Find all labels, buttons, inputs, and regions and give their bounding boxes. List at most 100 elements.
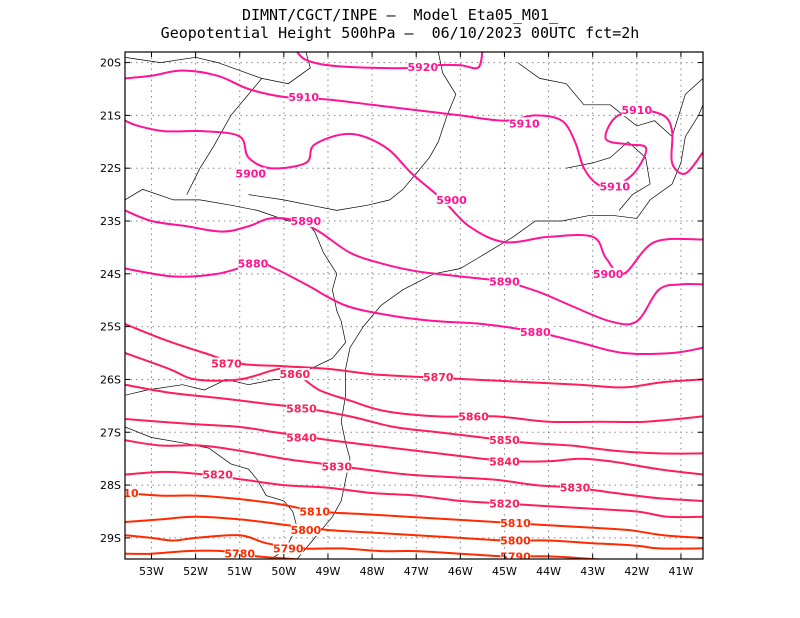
contour-label-bg [211, 357, 242, 370]
contour-label-bg [407, 60, 438, 73]
lon-tick-label: 48W [360, 565, 385, 578]
contour-label-bg [321, 460, 352, 473]
contour-line-5880 [125, 262, 703, 356]
lat-tick-label: 21S [100, 109, 121, 122]
lat-tick-label: 26S [100, 373, 121, 386]
contour-line-5860 [125, 352, 703, 424]
contour-label: 5840 [286, 432, 317, 445]
contour-line-5900 [125, 119, 703, 276]
lon-tick-label: 41W [669, 565, 694, 578]
contour-label-bg [621, 104, 652, 117]
lat-tick-label: 24S [100, 268, 121, 281]
contour-label-bg [500, 550, 531, 559]
contour-label-bg [290, 523, 321, 536]
lon-tick-label: 45W [492, 565, 517, 578]
lon-tick-label: 43W [580, 565, 605, 578]
map-title-line-2: Geopotential Height 500hPa – 06/10/2023 … [160, 24, 640, 42]
contour-label-bg [288, 90, 319, 103]
contour-label: 5850 [286, 402, 317, 415]
contour-label-bg [423, 370, 454, 383]
coastline-segment [125, 52, 311, 85]
contour-line-5830 [125, 439, 703, 502]
contour-label: 5900 [235, 167, 266, 180]
contour-label: 5830 [321, 461, 352, 474]
contour-label: 5850 [489, 434, 520, 447]
lat-tick-label: 22S [100, 162, 121, 175]
contour-label-bg [500, 534, 531, 547]
contour-label: 5820 [202, 469, 233, 482]
plot-frame [124, 51, 704, 560]
contour-label: 5910 [599, 181, 630, 194]
contour-label-bg [593, 267, 624, 280]
lat-tick-label: 25S [100, 321, 121, 334]
contour-label: 5880 [520, 326, 551, 339]
coastline-segment [186, 78, 263, 195]
contour-label: 5900 [593, 268, 624, 281]
lat-tick-label: 27S [100, 426, 121, 439]
contour-label-bg [235, 167, 266, 180]
lon-tick-label: 42W [624, 565, 649, 578]
contour-label: 5920 [408, 61, 439, 74]
contour-label-bg [224, 547, 255, 559]
contour-label-bg [290, 215, 321, 227]
contour-line-5780 [125, 549, 306, 559]
contour-label: 5790 [273, 542, 304, 555]
lon-tick-label: 49W [316, 565, 341, 578]
contour-label-bg [273, 542, 304, 555]
contour-label: 5800 [291, 524, 322, 537]
contour-label-bg [489, 275, 520, 288]
contour-line-5890 [125, 209, 703, 326]
contour-label: 5910 [622, 104, 653, 117]
contour-label-bg [560, 481, 591, 494]
contour-line-5790 [125, 534, 608, 559]
contour-label-bg [436, 193, 467, 206]
contour-label-bg [500, 517, 531, 530]
contour-label: 5820 [489, 498, 520, 511]
contour-label: 5890 [291, 215, 322, 228]
lon-tick-label: 47W [404, 565, 429, 578]
lon-tick-label: 53W [139, 565, 164, 578]
contour-lines-layer [125, 52, 703, 559]
contour-label: 5840 [489, 455, 520, 468]
contour-label: 5910 [288, 91, 319, 104]
coastline-segment [248, 52, 457, 211]
contour-line-5810 [125, 492, 703, 539]
contour-label: 5860 [458, 410, 489, 423]
contour-label-bg [125, 486, 139, 499]
contour-line-5850 [125, 383, 703, 455]
contour-label-bg [458, 410, 489, 423]
contour-labels-layer: 5920 5910 5910 5910 5910 5900 5900 5900 5890 5890… [116, 60, 653, 563]
lat-tick-label: 20S [100, 57, 121, 70]
contour-label-bg [599, 180, 630, 193]
contour-label: 5780 [224, 548, 255, 561]
contour-label-bg [299, 505, 330, 518]
contour-label-bg [489, 497, 520, 510]
lon-tick-label: 52W [183, 565, 208, 578]
contour-label: 5830 [560, 482, 591, 495]
lon-tick-label: 51W [227, 565, 252, 578]
contour-label-bg [237, 257, 268, 270]
contour-label: 5810 [299, 505, 330, 518]
contour-label-bg [520, 325, 551, 338]
contour-label: 5900 [436, 194, 467, 207]
contour-label: 810 [116, 487, 139, 500]
contour-line-5800 [125, 515, 703, 550]
coastline-segment [566, 141, 651, 211]
lat-tick-label: 23S [100, 215, 121, 228]
graticule [125, 52, 703, 559]
contour-label-bg [279, 368, 310, 381]
coastline-segment [477, 104, 703, 259]
lat-tick-label: 29S [100, 532, 121, 545]
lon-tick-label: 46W [448, 565, 473, 578]
contour-label: 5790 [500, 550, 531, 563]
contour-label: 5870 [211, 358, 242, 371]
coastline-segment [125, 188, 346, 396]
contour-label-bg [489, 434, 520, 447]
lon-tick-label: 50W [271, 565, 296, 578]
contour-label: 5910 [509, 117, 540, 130]
contour-label: 5800 [500, 535, 531, 548]
axis-ticks: 20S 21S 22S 23S 24S 25S 26S 27S 28S 29S 53W 52W 51W 5… [100, 52, 703, 578]
map-title-line-1: DIMNT/CGCT/INPE – Model Eta05_M01_ [241, 6, 559, 24]
contour-line-5870 [125, 323, 703, 389]
